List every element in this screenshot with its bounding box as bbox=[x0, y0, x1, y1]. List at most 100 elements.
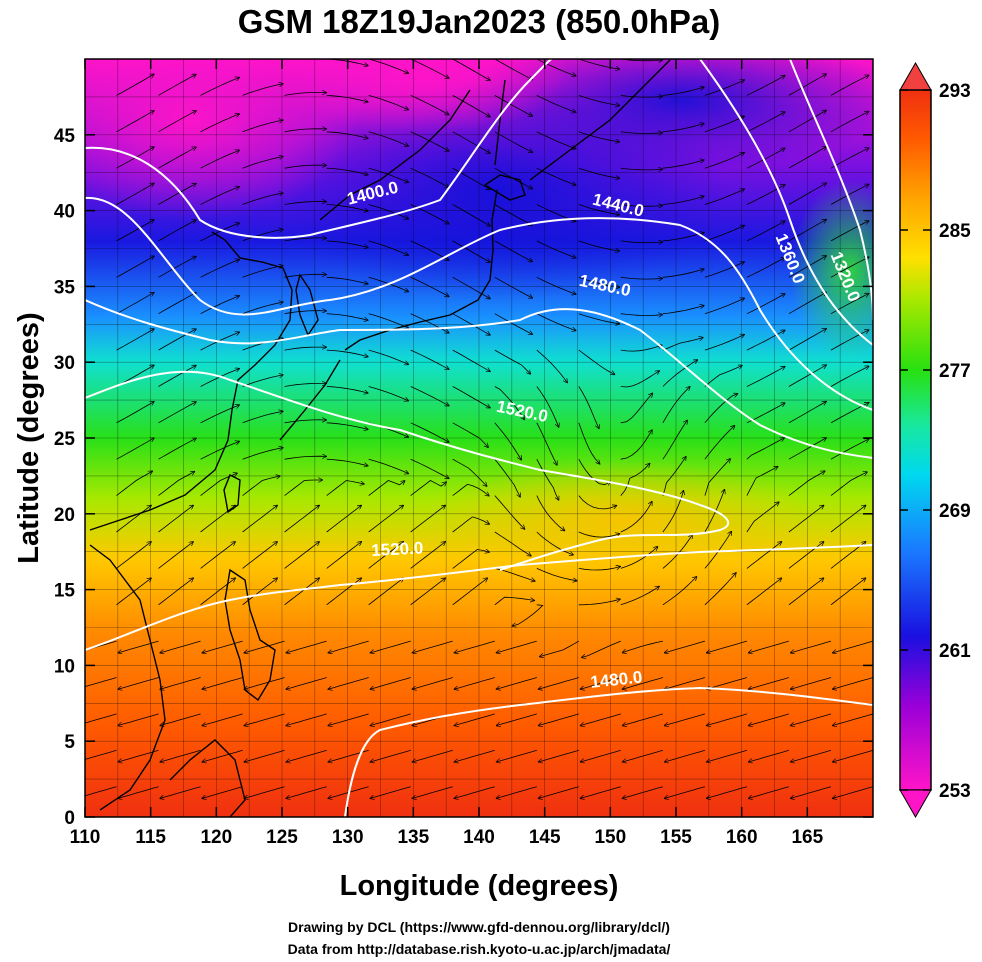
streamline bbox=[791, 677, 832, 690]
streamline bbox=[788, 365, 826, 387]
streamline bbox=[368, 240, 408, 255]
streamline bbox=[368, 458, 408, 473]
streamline bbox=[620, 59, 662, 61]
x-tick-label: 155 bbox=[660, 827, 692, 848]
streamline bbox=[452, 386, 490, 408]
streamline bbox=[200, 542, 235, 569]
streamline bbox=[539, 713, 579, 726]
streamline bbox=[326, 95, 368, 102]
streamline bbox=[116, 506, 151, 533]
streamline bbox=[452, 313, 490, 335]
streamline bbox=[116, 184, 154, 205]
contour-label: 1520.0 bbox=[371, 538, 424, 560]
streamline bbox=[200, 506, 235, 533]
streamline bbox=[788, 256, 826, 278]
streamline bbox=[578, 422, 600, 464]
streamline bbox=[536, 386, 559, 427]
streamline bbox=[284, 542, 319, 569]
streamline bbox=[326, 167, 368, 175]
colorbar-tick-label: 261 bbox=[939, 641, 971, 662]
streamline bbox=[749, 677, 790, 690]
streamline bbox=[873, 43, 912, 59]
mild-region-east bbox=[790, 180, 873, 360]
streamline bbox=[326, 349, 368, 357]
streamline bbox=[368, 131, 408, 146]
streamline bbox=[242, 411, 283, 424]
streamline bbox=[203, 677, 243, 690]
streamline bbox=[85, 677, 117, 688]
streamline bbox=[497, 713, 537, 726]
streamline bbox=[326, 422, 368, 430]
streamline bbox=[160, 713, 201, 726]
streamline bbox=[662, 577, 697, 606]
coastline-kyushu-honshu bbox=[344, 189, 498, 351]
streamline bbox=[540, 640, 580, 657]
streamline bbox=[791, 713, 832, 726]
streamline bbox=[704, 394, 737, 424]
streamline bbox=[494, 596, 534, 606]
streamline bbox=[833, 713, 873, 726]
credit-data: Data from http://database.rish.kyoto-u.a… bbox=[288, 941, 671, 957]
streamline bbox=[704, 59, 707, 60]
streamline bbox=[788, 183, 826, 205]
streamline bbox=[536, 276, 576, 294]
coastline-vietnam bbox=[89, 544, 166, 811]
streamline bbox=[623, 713, 664, 726]
colorbar-max-arrow bbox=[899, 61, 932, 91]
streamline bbox=[158, 59, 160, 60]
streamline bbox=[620, 205, 662, 207]
streamline bbox=[536, 495, 565, 531]
streamline bbox=[494, 531, 531, 556]
streamline bbox=[662, 387, 690, 423]
streamline bbox=[746, 76, 785, 96]
streamline bbox=[158, 506, 194, 533]
streamline bbox=[368, 481, 405, 496]
streamline bbox=[410, 458, 449, 478]
streamline bbox=[494, 240, 532, 262]
streamline bbox=[620, 502, 652, 533]
streamline bbox=[200, 442, 239, 460]
streamline bbox=[788, 402, 826, 424]
streamline bbox=[620, 314, 662, 316]
streamline bbox=[665, 713, 706, 726]
streamline bbox=[245, 677, 285, 690]
streamline bbox=[245, 749, 285, 762]
x-tick-label: 145 bbox=[529, 827, 561, 848]
streamline bbox=[326, 386, 368, 394]
streamline bbox=[746, 502, 779, 533]
streamline bbox=[539, 677, 579, 690]
streamline bbox=[536, 59, 576, 76]
streamline bbox=[410, 542, 445, 569]
streamline bbox=[830, 472, 867, 496]
streamline bbox=[830, 112, 869, 133]
x-tick-label: 115 bbox=[135, 827, 166, 848]
streamline bbox=[578, 567, 620, 571]
streamline bbox=[665, 749, 706, 762]
streamline bbox=[158, 329, 196, 351]
streamline bbox=[242, 542, 277, 569]
streamline bbox=[371, 786, 411, 799]
streamline bbox=[788, 292, 826, 315]
coastline-kuril bbox=[529, 59, 671, 181]
streamline bbox=[245, 640, 285, 653]
streamline bbox=[830, 221, 869, 242]
streamline bbox=[410, 480, 446, 496]
streamline bbox=[368, 59, 408, 73]
streamline bbox=[452, 516, 489, 533]
streamline bbox=[287, 713, 327, 726]
streamline bbox=[581, 749, 621, 762]
streamline bbox=[242, 506, 277, 533]
streamline bbox=[494, 204, 532, 226]
coastline-luzon bbox=[224, 568, 276, 702]
streamline bbox=[368, 95, 408, 109]
streamline bbox=[452, 483, 489, 495]
streamline bbox=[371, 749, 411, 762]
x-tick-label: 130 bbox=[332, 827, 364, 848]
colorbar-tick-label: 285 bbox=[939, 221, 971, 242]
streamline bbox=[578, 240, 619, 251]
streamline bbox=[620, 345, 662, 352]
streamline bbox=[371, 640, 411, 653]
streamline bbox=[410, 167, 449, 187]
streamline bbox=[284, 202, 326, 205]
